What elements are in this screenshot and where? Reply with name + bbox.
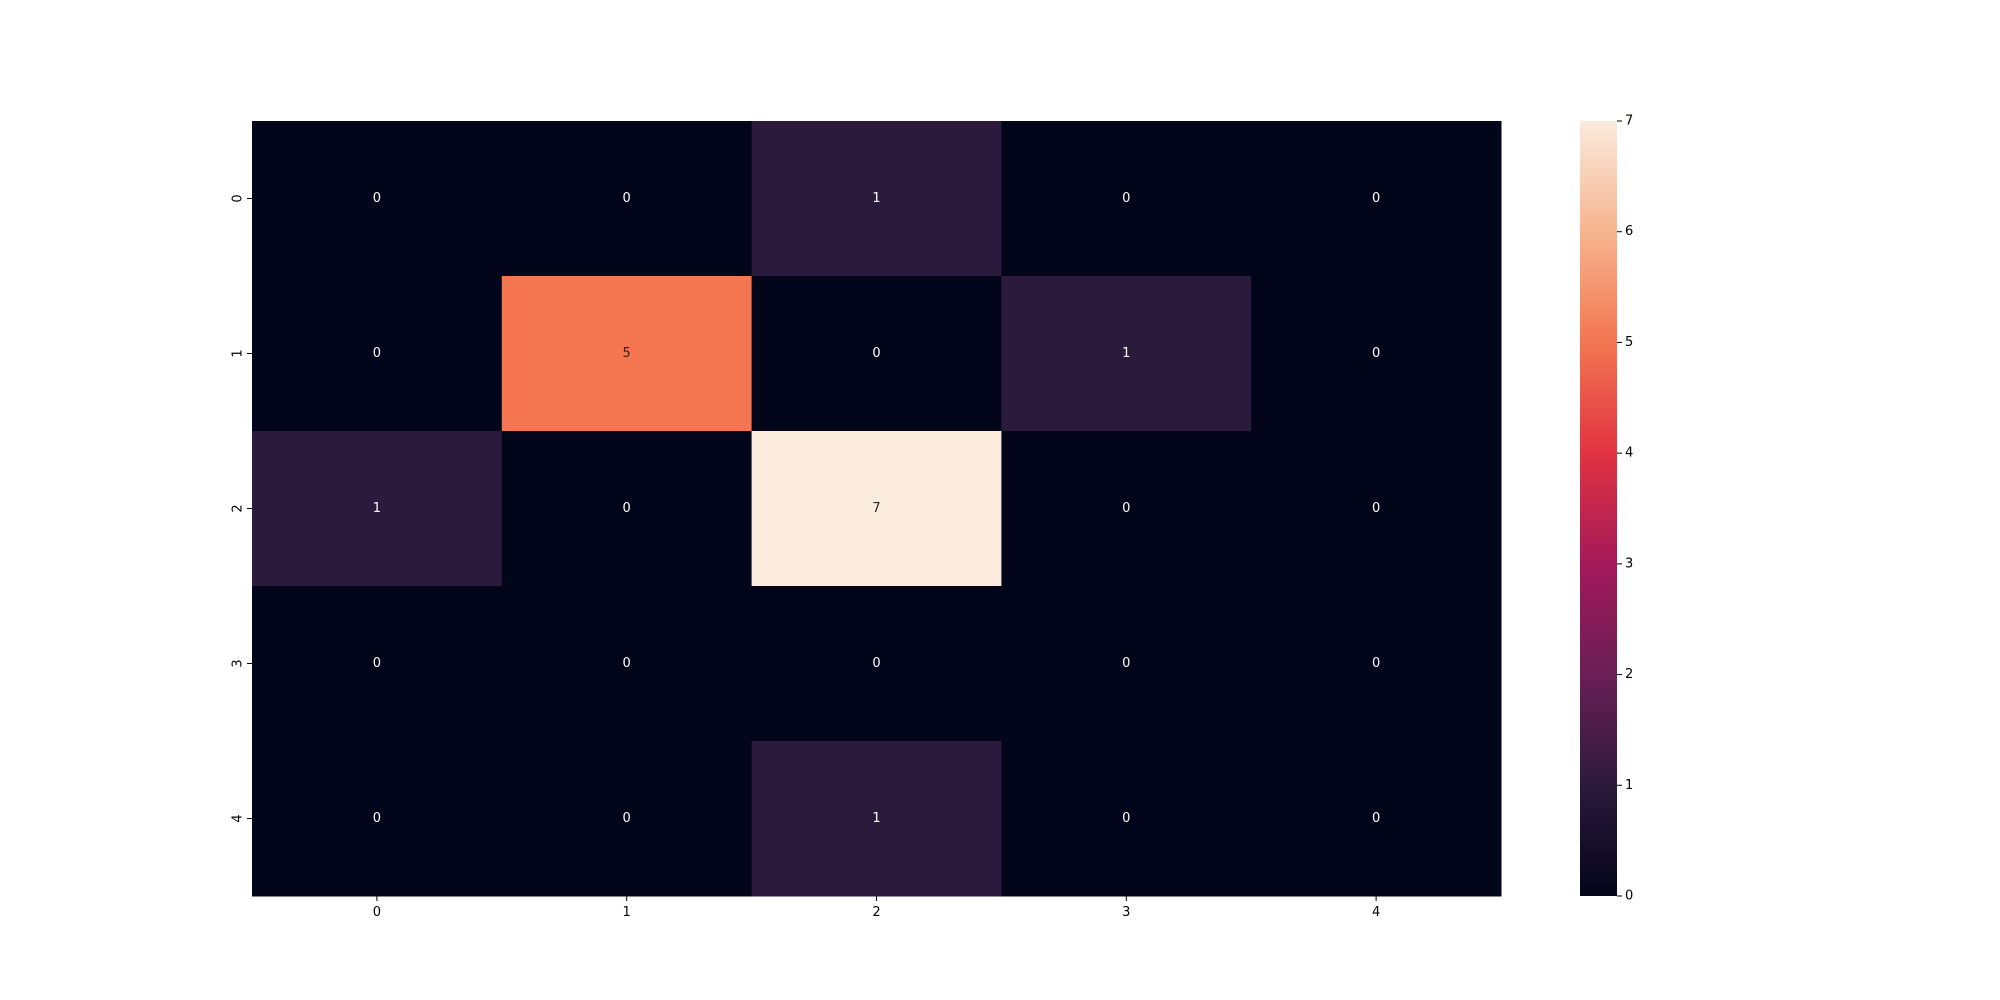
colorbar-tick-label-0: 0	[1625, 889, 1633, 904]
x-tick-label-0: 0	[373, 905, 381, 920]
heatmap-cell-2-3	[1001, 431, 1252, 587]
colorbar-tick-label-2: 2	[1625, 667, 1633, 682]
y-tick-label-4: 4	[231, 814, 246, 822]
cell-annotation-2-0: 1	[373, 501, 381, 516]
heatmap-cell-1-4	[1251, 276, 1502, 432]
heatmap-cell-1-0	[252, 276, 503, 432]
colorbar-tick-label-3: 3	[1625, 556, 1633, 571]
cell-annotation-3-0: 0	[373, 656, 381, 671]
cell-annotation-1-1: 5	[623, 346, 631, 361]
heatmap-grid	[252, 121, 1502, 897]
cell-annotation-4-2: 1	[872, 811, 880, 826]
cell-annotation-4-1: 0	[623, 811, 631, 826]
y-tick-label-3: 3	[231, 659, 246, 667]
heatmap-cell-1-1	[501, 276, 753, 432]
cell-annotation-4-3: 0	[1122, 811, 1130, 826]
colorbar-tick-label-4: 4	[1625, 446, 1633, 461]
heatmap-cell-0-4	[1251, 121, 1502, 277]
colorbar-gradient	[1580, 121, 1617, 896]
cell-annotation-3-4: 0	[1372, 656, 1380, 671]
cell-annotation-1-4: 0	[1372, 346, 1380, 361]
x-tick-label-2: 2	[872, 905, 880, 920]
colorbar-tick-label-7: 7	[1625, 114, 1633, 129]
cell-annotation-0-3: 0	[1122, 191, 1130, 206]
colorbar-tick-label-5: 5	[1625, 335, 1633, 350]
cell-annotation-1-0: 0	[373, 346, 381, 361]
colorbar: 0 1 2 3 4 5 6 7	[1580, 114, 1633, 904]
heatmap-cell-3-1	[501, 586, 753, 742]
cell-annotation-0-2: 1	[872, 191, 880, 206]
cell-annotation-2-4: 0	[1372, 501, 1380, 516]
cell-annotation-0-1: 0	[623, 191, 631, 206]
x-tick-label-1: 1	[623, 905, 631, 920]
cell-annotation-2-1: 0	[623, 501, 631, 516]
y-axis: 0 1 2 3 4	[231, 194, 252, 823]
cell-annotations: 0 0 1 0 0 0 5 0 1 0 1 0 7 0 0 0 0 0 0 0 0 0 1 0 0	[373, 191, 1380, 826]
heatmap-cell-2-0	[252, 431, 503, 587]
heatmap-cell-3-2	[751, 586, 1002, 742]
heatmap-cell-3-0	[252, 586, 503, 742]
heatmap-cell-3-4	[1251, 586, 1502, 742]
heatmap-cell-2-1	[501, 431, 753, 587]
cell-annotation-4-0: 0	[373, 811, 381, 826]
cell-annotation-0-4: 0	[1372, 191, 1380, 206]
cell-annotation-3-3: 0	[1122, 656, 1130, 671]
heatmap-cell-3-3	[1001, 586, 1252, 742]
cell-annotation-2-3: 0	[1122, 501, 1130, 516]
heatmap-cell-4-4	[1251, 741, 1502, 897]
cell-annotation-2-2: 7	[872, 501, 880, 516]
heatmap-cell-0-3	[1001, 121, 1252, 277]
heatmap-cell-2-4	[1251, 431, 1502, 587]
y-tick-label-2: 2	[231, 504, 246, 512]
heatmap-cell-4-2	[751, 741, 1002, 897]
cell-annotation-3-1: 0	[623, 656, 631, 671]
cell-annotation-0-0: 0	[373, 191, 381, 206]
y-tick-label-0: 0	[231, 194, 246, 202]
cell-annotation-3-2: 0	[872, 656, 880, 671]
heatmap-cell-4-3	[1001, 741, 1252, 897]
cell-annotation-1-2: 0	[872, 346, 880, 361]
heatmap-cell-0-2	[751, 121, 1002, 277]
heatmap-cell-0-0	[252, 121, 503, 277]
heatmap-cell-4-1	[501, 741, 753, 897]
cell-annotation-1-3: 1	[1122, 346, 1130, 361]
y-tick-label-1: 1	[231, 349, 246, 357]
heatmap-cell-0-1	[501, 121, 753, 277]
cell-annotation-4-4: 0	[1372, 811, 1380, 826]
x-axis: 0 1 2 3 4	[373, 896, 1380, 920]
colorbar-tick-label-1: 1	[1625, 778, 1633, 793]
x-tick-label-4: 4	[1372, 905, 1380, 920]
heatmap-cell-4-0	[252, 741, 503, 897]
heatmap-cell-1-2	[751, 276, 1002, 432]
x-tick-label-3: 3	[1122, 905, 1130, 920]
heatmap-cell-1-3	[1001, 276, 1252, 432]
heatmap-cell-2-2	[751, 431, 1002, 587]
colorbar-tick-label-6: 6	[1625, 224, 1633, 239]
